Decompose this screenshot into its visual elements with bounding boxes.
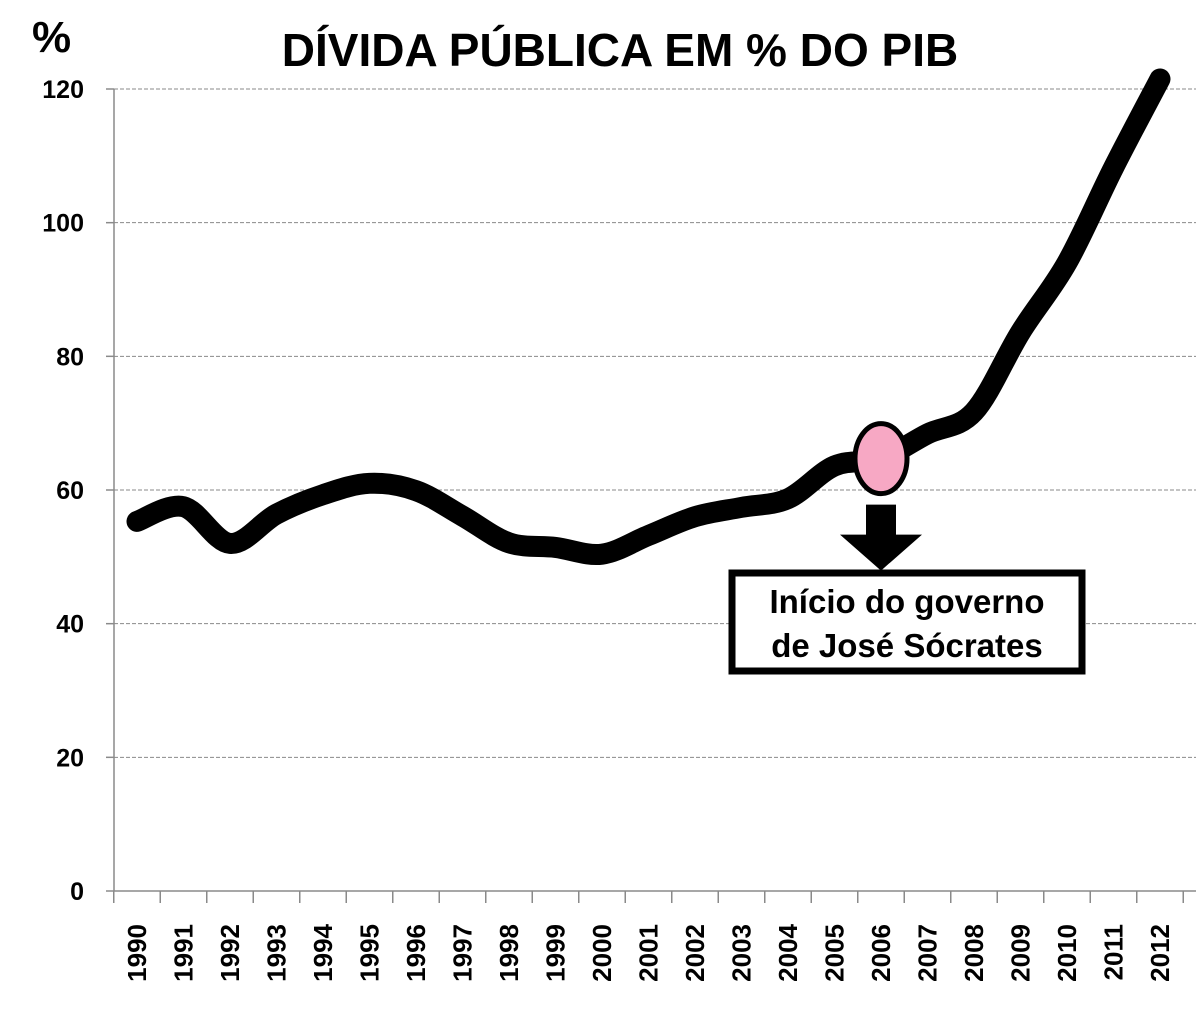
x-tick-label-1998: 1998 [494,924,524,982]
data-point-2000 [600,552,604,557]
x-tick-label-2008: 2008 [959,924,989,982]
data-point-2009 [1018,330,1023,335]
data-point-2005 [832,463,837,468]
data-point-1999 [553,545,558,550]
data-point-1991 [181,504,186,509]
data-point-1990 [135,519,139,524]
data-point-2010 [1065,260,1069,265]
x-tick-label-1996: 1996 [401,924,431,982]
data-point-1996 [414,488,418,493]
y-tick-label-0: 0 [70,878,84,906]
y-unit-label: % [32,13,71,62]
highlight-marker [852,421,910,497]
x-tick-label-2011: 2011 [1099,924,1129,980]
x-tick-label-2012: 2012 [1145,924,1175,982]
socrates-annotation: Início do governo de José Sócrates [728,421,1086,675]
y-axis: 0 20 40 60 80 100 120 [42,76,115,906]
y-tick-label-20: 20 [56,744,84,772]
data-point-2001 [646,533,651,538]
x-tick-label-2009: 2009 [1006,924,1036,982]
annotation-box [728,569,1086,675]
x-tick-label-1997: 1997 [448,924,478,982]
x-tick-label-1994: 1994 [308,923,338,981]
x-tick-label-2002: 2002 [680,924,710,982]
x-tick-label-1990: 1990 [122,924,152,982]
data-point-2008 [972,409,976,414]
x-tick-label-2004: 2004 [773,923,803,981]
down-arrow-icon [840,504,922,571]
x-tick-label-2000: 2000 [587,924,617,982]
x-tick-label-1992: 1992 [215,924,245,982]
debt-line [126,68,1171,566]
annotation-line-1: Início do governo [769,583,1044,620]
y-tick-label-80: 80 [56,343,84,371]
data-point-2003 [739,505,744,510]
x-tick-label-2005: 2005 [820,924,850,982]
debt-series [126,68,1171,566]
x-tick-label-2010: 2010 [1052,924,1082,982]
data-point-1993 [274,512,279,517]
data-point-2012 [1158,76,1162,81]
data-point-2007 [925,431,930,436]
data-point-1995 [367,481,372,486]
gridlines [114,88,1196,758]
data-point-1992 [228,541,232,546]
y-tick-label-100: 100 [42,210,84,238]
chart-title: DÍVIDA PÚBLICA EM % DO PIB [282,24,958,76]
data-point-1994 [321,492,325,497]
x-tick-label-1993: 1993 [262,924,292,982]
y-tick-label-40: 40 [56,611,84,639]
data-point-2004 [786,496,790,501]
x-tick-label-1991: 1991 [169,924,199,982]
data-point-1998 [507,540,511,545]
y-tick-label-120: 120 [42,76,84,104]
data-point-2011 [1111,165,1116,170]
data-point-1997 [460,514,465,519]
x-tick-label-2006: 2006 [866,924,896,982]
x-tick-label-1999: 1999 [541,924,571,982]
x-tick-label-2003: 2003 [727,924,757,982]
data-point-2002 [693,514,697,519]
x-axis: 1990 1991 1992 1993 1994 1995 1996 1997 1998 1999… [113,890,1196,982]
x-tick-label-1995: 1995 [355,924,385,982]
x-tick-label-2001: 2001 [634,924,664,982]
y-tick-label-60: 60 [56,477,84,505]
x-tick-label-2007: 2007 [913,924,943,982]
annotation-line-2: de José Sócrates [771,627,1042,664]
